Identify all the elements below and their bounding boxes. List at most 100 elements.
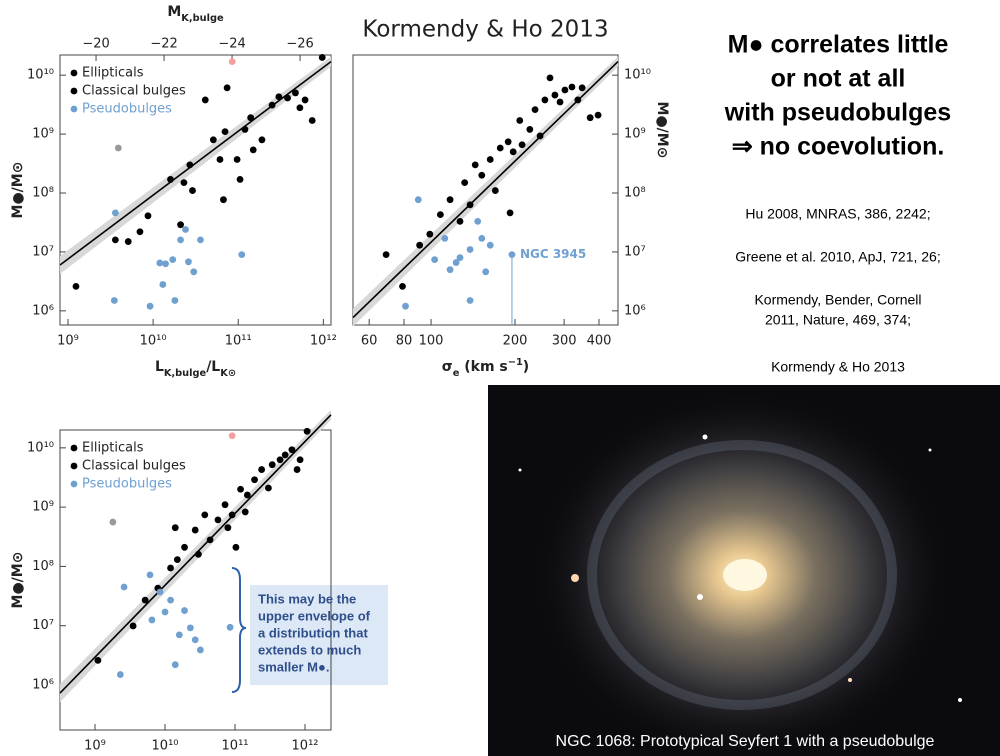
- point: [114, 144, 122, 152]
- point: [531, 106, 539, 114]
- point: [568, 83, 576, 91]
- point: [148, 616, 156, 624]
- point: [175, 631, 183, 639]
- point: [171, 661, 179, 669]
- point: [414, 196, 422, 204]
- y-tick-label: 10⁶: [32, 677, 54, 692]
- point: [551, 91, 559, 99]
- point: [293, 466, 301, 473]
- point: [509, 148, 517, 156]
- point: [182, 226, 189, 233]
- fit-line: [352, 61, 619, 319]
- fit-band: [353, 56, 618, 327]
- axis-label-part: −1: [508, 357, 523, 368]
- point: [426, 230, 434, 238]
- point: [288, 446, 296, 454]
- point: [268, 101, 276, 109]
- x2-tick-label: −26: [286, 37, 313, 52]
- legend-marker: [70, 444, 78, 452]
- y-tick-label: 10¹⁰: [27, 68, 54, 83]
- point: [296, 456, 304, 464]
- y-tick-label: 10¹⁰: [27, 440, 54, 455]
- point: [180, 179, 188, 187]
- y-tick-label: 10⁶: [32, 303, 54, 318]
- point: [216, 156, 224, 163]
- x2-tick-label: −20: [82, 37, 109, 52]
- axis-label-part: ): [523, 359, 529, 375]
- point: [169, 256, 177, 264]
- legend-marker: [70, 69, 78, 77]
- point: [446, 196, 454, 204]
- point: [318, 54, 326, 61]
- point: [303, 427, 311, 435]
- galaxy-image: [488, 385, 1000, 756]
- point: [144, 212, 152, 220]
- legend-label: Ellipticals: [82, 66, 144, 81]
- point: [243, 491, 251, 499]
- point: [186, 161, 194, 169]
- x-tick-label: 80: [396, 334, 413, 349]
- annotation: NGC 3945: [520, 247, 586, 261]
- headline: or not at all: [771, 65, 906, 93]
- point: [301, 96, 309, 104]
- point: [156, 588, 164, 596]
- point: [195, 550, 202, 558]
- point: [136, 228, 144, 236]
- point: [228, 511, 236, 519]
- reference: Greene et al. 2010, ApJ, 721, 26;: [735, 249, 940, 265]
- y-tick-label: 10⁹: [32, 500, 54, 515]
- point: [159, 281, 167, 288]
- point: [226, 623, 234, 631]
- point: [471, 161, 479, 169]
- x-tick-label: 200: [503, 334, 528, 349]
- point: [506, 209, 514, 217]
- fit-band: [60, 56, 331, 274]
- point: [201, 511, 209, 519]
- point: [206, 536, 214, 544]
- point: [456, 254, 464, 262]
- legend-marker: [70, 480, 78, 488]
- axis-label-part: e: [453, 368, 460, 379]
- y-tick-label: 10¹⁰: [624, 68, 651, 83]
- point: [110, 297, 118, 304]
- point: [167, 596, 174, 604]
- point: [281, 451, 289, 459]
- point: [284, 94, 291, 102]
- point: [594, 111, 602, 119]
- point: [518, 141, 526, 149]
- note: This may be the: [258, 591, 356, 606]
- y-tick-label: 10⁸: [32, 559, 54, 574]
- point: [146, 302, 154, 310]
- reference: Hu 2008, MNRAS, 386, 2242;: [745, 206, 930, 222]
- point: [171, 524, 179, 532]
- x-tick-label: 10¹¹: [225, 334, 252, 349]
- point: [223, 84, 231, 92]
- plot-frame: [59, 54, 332, 326]
- point: [249, 146, 257, 154]
- axis-label-part: (km s: [459, 359, 507, 375]
- legend-marker: [70, 87, 78, 95]
- x-tick-label: 10⁹: [57, 334, 79, 349]
- point: [247, 114, 255, 122]
- point: [276, 456, 284, 464]
- x-tick-label: 10⁹: [84, 739, 106, 754]
- point: [181, 607, 188, 614]
- chart-title: Kormendy & Ho 2013: [362, 17, 608, 43]
- point: [120, 583, 128, 591]
- point: [486, 241, 494, 249]
- x-tick-label: 60: [361, 334, 378, 349]
- axis-label: LK,bulge/LK⊙: [155, 359, 236, 379]
- point: [224, 524, 232, 532]
- plot-frame: [59, 429, 332, 731]
- headline: M● correlates little: [728, 31, 949, 59]
- point: [452, 259, 460, 266]
- point: [162, 260, 169, 268]
- axis-label: M●/M⊙: [654, 102, 670, 159]
- point: [191, 636, 199, 644]
- x-tick-label: 400: [587, 334, 612, 349]
- point: [466, 297, 474, 304]
- brace: [231, 567, 247, 693]
- point: [221, 128, 229, 136]
- point: [416, 241, 424, 249]
- point: [94, 656, 102, 664]
